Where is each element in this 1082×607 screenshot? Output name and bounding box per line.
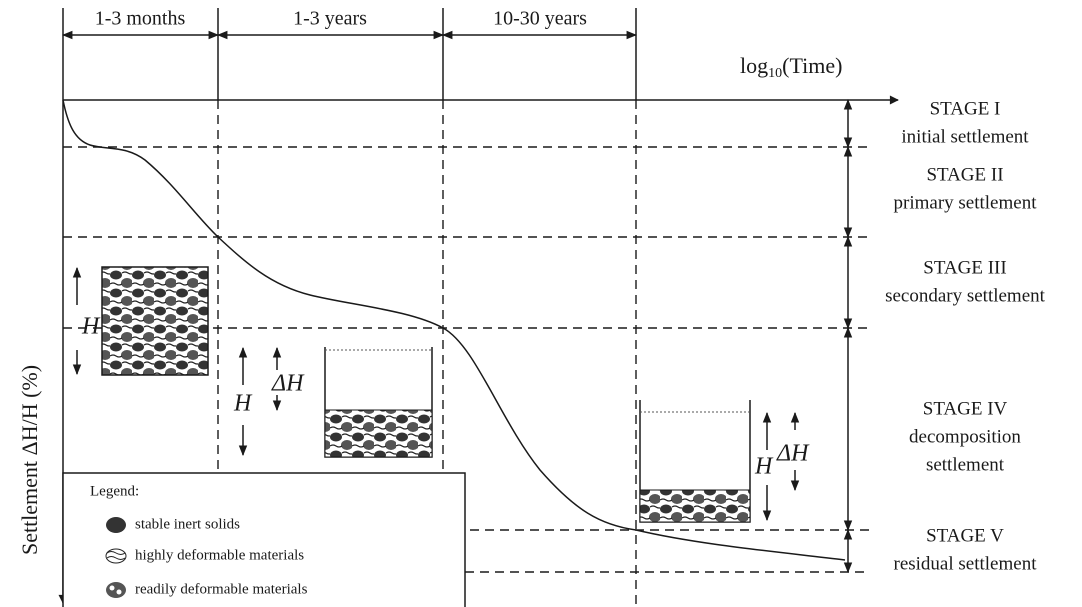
legend-icon	[106, 517, 126, 533]
y-axis-label: Settlement ΔH/H (%)	[17, 365, 42, 555]
time-period: 1-3 years	[293, 8, 367, 30]
stage-description: initial settlement	[901, 126, 1029, 147]
stage-description: residual settlement	[894, 553, 1038, 574]
legend-icon	[106, 549, 126, 563]
height-label: H	[754, 454, 774, 480]
height-label: H	[81, 314, 101, 340]
diagram: 1-3 months 1-3 years 10-30 years log10(T…	[0, 0, 1082, 607]
time-period: 1-3 months	[95, 8, 186, 30]
stage-name: STAGE III	[923, 257, 1006, 278]
label-part: log	[740, 53, 768, 78]
legend-item: stable inert solids	[135, 516, 240, 532]
delta-height-label: ΔH	[271, 371, 305, 397]
legend-icon	[106, 582, 126, 598]
delta-height-label: ΔH	[776, 441, 810, 467]
stage-description: settlement	[926, 454, 1005, 475]
stage-name: STAGE V	[926, 525, 1004, 546]
height-label: H	[233, 391, 253, 417]
stage-description: primary settlement	[894, 192, 1038, 213]
stage-name: STAGE IV	[923, 398, 1008, 419]
legend-title: Legend:	[90, 483, 139, 499]
stage-description: decomposition	[909, 426, 1021, 447]
legend-item: readily deformable materials	[135, 581, 308, 597]
stage-labels: STAGE I initial settlement STAGE II primary…	[885, 98, 1046, 574]
stage-description: secondary settlement	[885, 285, 1046, 306]
x-axis-label: log10(Time)	[740, 53, 842, 81]
legend-item: highly deformable materials	[135, 547, 304, 563]
stage-name: STAGE II	[926, 164, 1003, 185]
label-part: (Time)	[782, 53, 842, 78]
stage-name: STAGE I	[930, 98, 1001, 119]
label-part: 10	[768, 66, 782, 81]
time-period: 10-30 years	[493, 8, 587, 30]
